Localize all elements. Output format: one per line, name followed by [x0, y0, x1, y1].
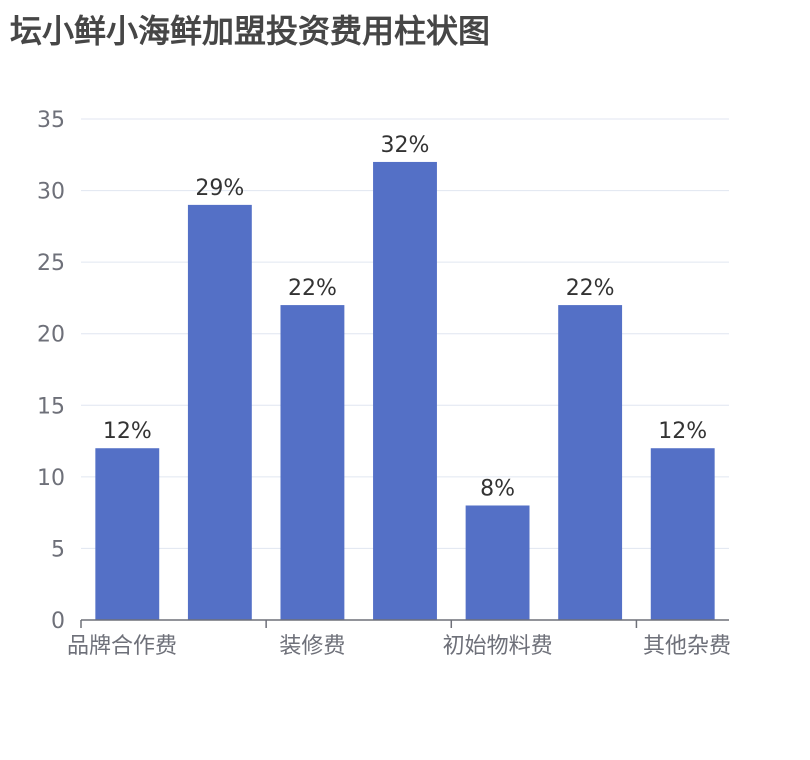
bar [373, 161, 437, 620]
bar-value-label: 12% [658, 419, 707, 444]
y-tick-label: 15 [37, 394, 65, 419]
x-axis [80, 619, 729, 628]
bar-value-label: 22% [566, 276, 615, 301]
y-tick-label: 0 [51, 609, 65, 634]
y-tick-label: 35 [37, 108, 65, 133]
bar-value-label: 12% [103, 419, 152, 444]
x-tick-label: 其他杂费 [643, 634, 731, 659]
bar [95, 448, 160, 620]
y-axis-tick-labels: 0 5 10 15 20 25 30 35 [37, 108, 65, 634]
bar [187, 204, 252, 620]
y-tick-label: 5 [51, 537, 65, 562]
y-tick-label: 25 [37, 251, 65, 276]
bar-value-label: 8% [480, 476, 515, 501]
bar [558, 305, 623, 620]
y-tick-label: 30 [37, 180, 65, 205]
bar [280, 305, 345, 620]
bar [465, 505, 530, 620]
x-tick-label: 初始物料费 [443, 634, 553, 659]
bars [95, 161, 715, 620]
chart-title: 坛小鲜小海鲜加盟投资费用柱状图 [10, 12, 491, 50]
bar [650, 448, 715, 620]
y-tick-label: 10 [37, 466, 65, 491]
y-tick-label: 20 [37, 323, 65, 348]
data-labels: 12% 29% 22% 32% 8% 22% 12% [103, 133, 707, 502]
x-axis-tick-labels: 品牌合作费 装修费 初始物料费 其他杂费 [67, 634, 731, 659]
bar-value-label: 32% [381, 133, 430, 158]
x-tick-label: 品牌合作费 [67, 634, 177, 659]
x-tick-label: 装修费 [279, 634, 345, 659]
bar-value-label: 29% [195, 176, 244, 201]
bar-value-label: 22% [288, 276, 337, 301]
